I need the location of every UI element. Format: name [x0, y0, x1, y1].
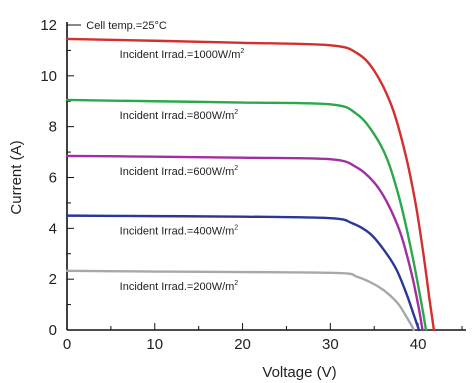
series-label-text: Incident Irrad.=1000W/m — [120, 49, 241, 61]
x-tick-label: 20 — [234, 336, 251, 353]
x-tick-label: 10 — [146, 336, 163, 353]
series-label-superscript: 2 — [234, 280, 238, 287]
axes: 0 10 20 30 40 0 2 4 6 8 10 12 — [40, 17, 466, 353]
x-tick-label: 40 — [410, 336, 427, 353]
series-label-5: Incident Irrad.=200W/m2 — [120, 280, 239, 293]
iv-curve-4 — [65, 214, 421, 332]
series-label-3: Incident Irrad.=600W/m2 — [120, 165, 239, 178]
x-tick-label: 30 — [322, 336, 339, 353]
series-label-superscript: 2 — [234, 225, 238, 232]
y-tick-label: 10 — [40, 68, 57, 85]
x-tick-label: 0 — [63, 336, 71, 353]
y-axis-title: Current (A) — [8, 140, 25, 214]
y-tick-label: 2 — [49, 271, 57, 288]
series-label-superscript: 2 — [234, 165, 238, 172]
iv-curve-5 — [65, 269, 415, 332]
y-tick-label: 6 — [49, 170, 57, 187]
series-label-superscript: 2 — [240, 48, 244, 55]
x-axis-title: Voltage (V) — [262, 364, 336, 381]
series-label-text: Incident Irrad.=800W/m — [120, 110, 235, 122]
iv-curve-3 — [65, 154, 424, 332]
y-tick-label: 4 — [49, 220, 57, 237]
y-tick-label: 0 — [49, 322, 57, 339]
iv-curve-1 — [65, 37, 436, 332]
y-tick-label: 8 — [49, 119, 57, 136]
series-label-2: Incident Irrad.=800W/m2 — [120, 109, 239, 122]
series-label-1: Incident Irrad.=1000W/m2 — [120, 48, 245, 61]
series-label-text: Incident Irrad.=400W/m — [120, 226, 235, 238]
series-label-superscript: 2 — [234, 109, 238, 116]
series-label-text: Incident Irrad.=600W/m — [120, 166, 235, 178]
cell-temperature-annotation: Cell temp.=25°C — [86, 20, 167, 32]
iv-curve-2 — [65, 98, 428, 332]
curves — [65, 37, 436, 332]
y-tick-label: 12 — [40, 17, 57, 34]
series-label-4: Incident Irrad.=400W/m2 — [120, 225, 239, 238]
series-label-text: Incident Irrad.=200W/m — [120, 281, 235, 293]
